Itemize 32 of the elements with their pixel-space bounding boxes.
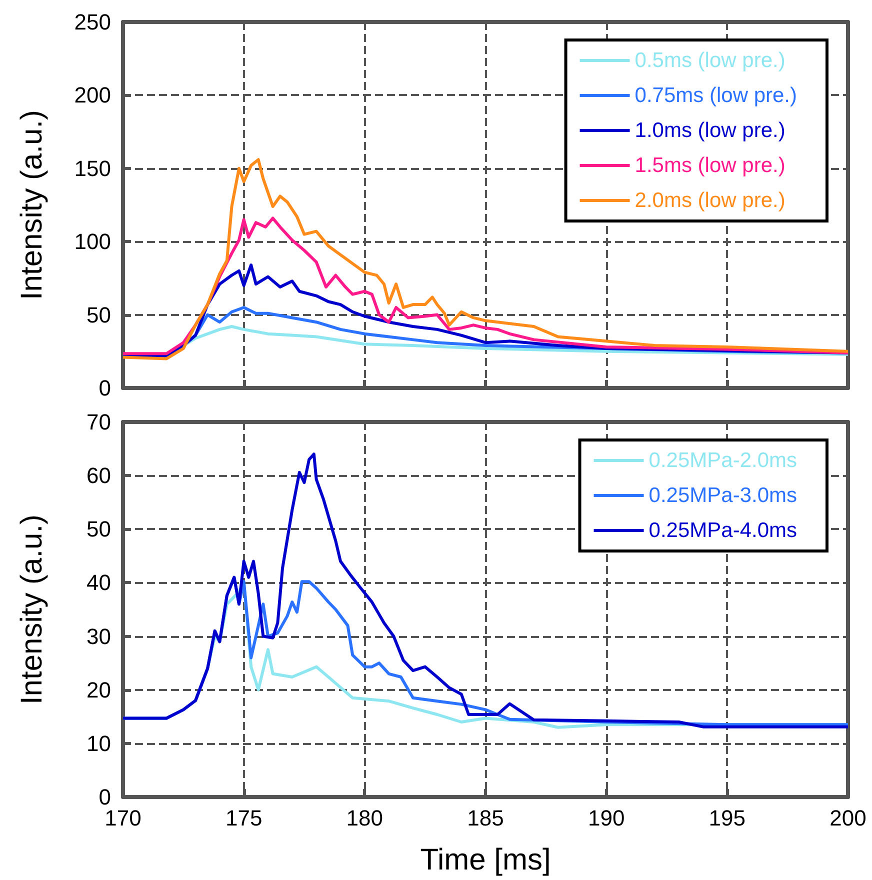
y-tick-label: 50 — [86, 516, 111, 542]
line-series — [122, 452, 850, 728]
x-tick-label: 185 — [467, 806, 504, 830]
legend-label: 0.5ms (low pre.) — [634, 49, 786, 72]
legend-label: 1.0ms (low pre.) — [634, 119, 786, 142]
x-axis-title: Time [ms] — [420, 844, 551, 876]
x-tick-label: 180 — [346, 806, 384, 830]
y-tick-label: 0 — [98, 376, 111, 400]
legend-label: 0.25MPa-3.0ms — [648, 484, 798, 507]
y-tick-label: 250 — [74, 10, 111, 34]
y-tick-label: 200 — [74, 82, 111, 108]
line-series — [122, 158, 850, 360]
y-axis-title: Intensity (a.u.) — [16, 110, 48, 300]
y-tick-label: 10 — [86, 730, 111, 756]
y-tick-label: 70 — [86, 410, 111, 434]
x-tick-label: 195 — [708, 806, 746, 830]
legend-label: 0.25MPa-2.0ms — [648, 449, 798, 472]
y-tick-label: 50 — [86, 302, 111, 328]
x-tick-label: 175 — [225, 806, 262, 830]
legend-label: 0.25MPa-4.0ms — [648, 519, 798, 542]
y-tick-label: 100 — [74, 229, 111, 254]
legend-label: 0.75ms (low pre.) — [634, 84, 797, 107]
y-tick-label: 150 — [74, 156, 111, 181]
y-tick-label: 40 — [86, 570, 111, 596]
y-tick-label: 20 — [86, 677, 111, 702]
x-tick-label: 200 — [830, 806, 866, 830]
x-tick-label: 190 — [588, 806, 625, 830]
y-axis-title: Intensity (a.u.) — [16, 514, 48, 705]
legend-label: 2.0ms (low pre.) — [634, 189, 786, 212]
y-tick-label: 30 — [86, 624, 111, 649]
y-tick-label: 60 — [86, 463, 111, 488]
legend-label: 1.5ms (low pre.) — [634, 154, 786, 177]
